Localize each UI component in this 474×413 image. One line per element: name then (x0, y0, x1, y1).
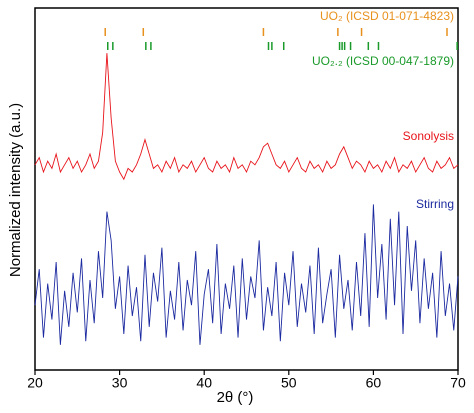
series-label: Sonolysis (403, 129, 454, 143)
series-line (34, 53, 459, 181)
x-tick-label: 70 (450, 375, 466, 391)
y-axis-label: Normalized intensity (a.u.) (7, 103, 24, 277)
x-tick-label: 30 (112, 375, 128, 391)
x-tick-label: 40 (196, 375, 212, 391)
x-tick-label: 60 (366, 375, 382, 391)
series-line (34, 204, 459, 345)
x-tick-label: 20 (27, 375, 43, 391)
x-tick-label: 50 (281, 375, 297, 391)
reference-label: UO₂ (ICSD 01-071-4823) (320, 9, 454, 23)
series-label: Stirring (416, 197, 454, 211)
plot-frame (34, 7, 459, 371)
x-axis-label: 2θ (°) (217, 389, 254, 406)
reference-label: UO₂.₂ (ICSD 00-047-1879) (312, 54, 454, 68)
